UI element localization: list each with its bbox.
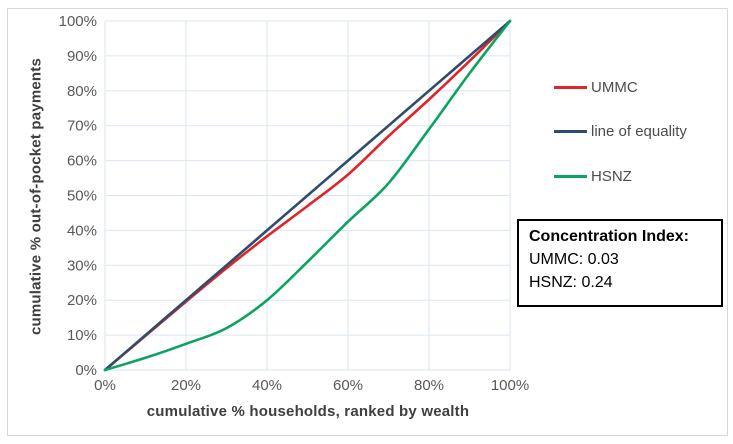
y-tick-label: 100% xyxy=(59,13,97,30)
x-axis-title: cumulative % households, ranked by wealt… xyxy=(146,403,470,420)
y-axis-title: cumulative % out-of-pocket payments xyxy=(27,57,45,336)
legend-swatch-line-of-equality xyxy=(554,129,587,133)
y-tick-label: 20% xyxy=(67,292,97,309)
y-tick-label: 80% xyxy=(67,83,97,100)
concentration-index-hsnz: HSNZ: 0.24 xyxy=(529,274,613,292)
legend-item-line-of-equality: line of equality xyxy=(554,121,687,141)
x-tick-label: 40% xyxy=(252,377,282,394)
concentration-index-title: Concentration Index: xyxy=(529,228,690,245)
x-tick-label: 100% xyxy=(491,377,529,394)
legend-item-ummc: UMMC xyxy=(554,77,638,97)
x-tick-label: 80% xyxy=(414,377,444,394)
y-tick-label: 90% xyxy=(67,48,97,65)
y-tick-label: 30% xyxy=(67,257,97,274)
x-tick-label: 20% xyxy=(171,377,201,394)
y-tick-label: 0% xyxy=(75,362,97,379)
y-tick-label: 40% xyxy=(67,222,97,239)
y-tick-label: 60% xyxy=(67,153,97,170)
legend-swatch-ummc xyxy=(554,85,587,89)
x-tick-label: 60% xyxy=(333,377,363,394)
legend-label-ummc: UMMC xyxy=(591,78,638,96)
legend-swatch-hsnz xyxy=(554,174,587,178)
x-tick-label: 0% xyxy=(94,377,116,394)
series-line-hsnz xyxy=(103,19,512,372)
y-tick-label: 10% xyxy=(67,327,97,344)
legend-item-hsnz: HSNZ xyxy=(554,166,632,186)
y-tick-label: 70% xyxy=(67,118,97,135)
concentration-index-ummc: UMMC: 0.03 xyxy=(529,251,619,268)
y-tick-label: 50% xyxy=(67,188,97,205)
legend-label-hsnz: HSNZ xyxy=(591,167,632,185)
legend-label-line-of-equality: line of equality xyxy=(591,122,687,140)
concentration-index-box: Concentration Index: UMMC: 0.03 HSNZ: 0.… xyxy=(517,219,723,307)
series-line-line-of-equality xyxy=(103,19,512,372)
